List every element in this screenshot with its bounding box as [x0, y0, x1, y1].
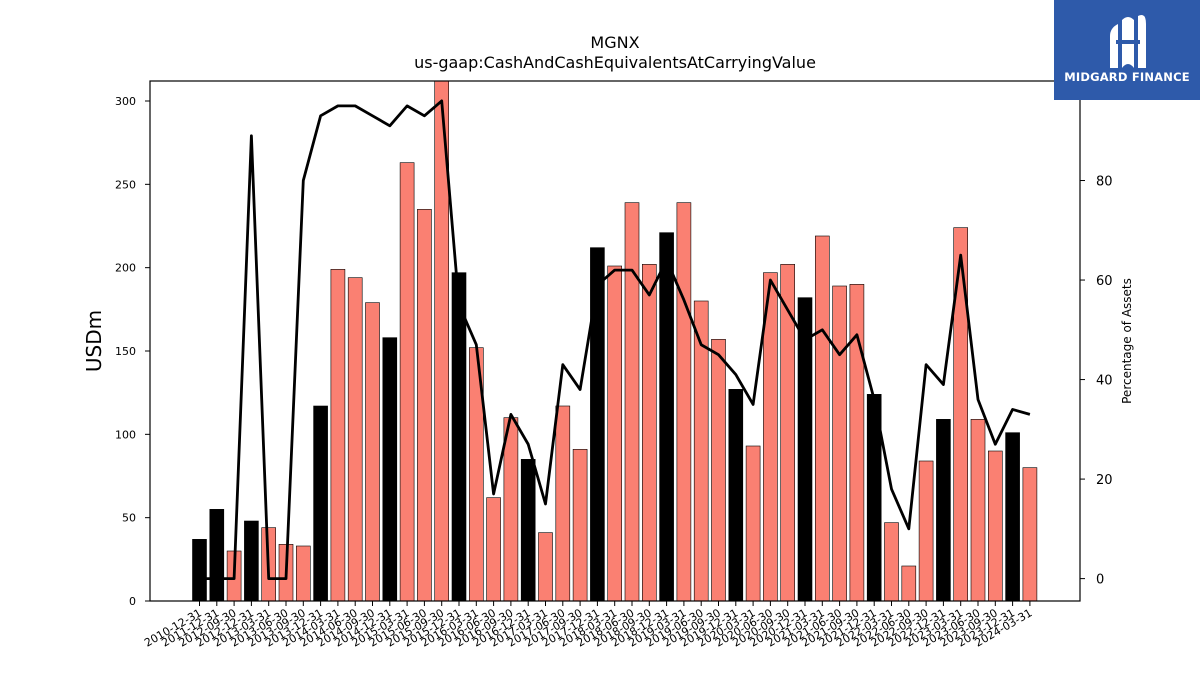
y-tick-label: 300 [115, 95, 136, 108]
right-tick-label: 0 [1096, 573, 1104, 588]
bar-2020-03-31 [745, 445, 761, 602]
bar-2015-12-31 [451, 272, 467, 602]
y-tick-label: 250 [115, 178, 136, 191]
y-tick-label: 50 [122, 512, 136, 525]
bar-2018-09-30 [641, 264, 657, 602]
bar-2012-12-31 [244, 520, 259, 602]
bar-2013-12-31 [313, 405, 328, 602]
y-tick-label: 100 [115, 428, 136, 441]
bar-2021-09-30 [849, 284, 865, 602]
y-tick-label: 200 [115, 262, 136, 275]
bar-2014-12-31 [382, 337, 398, 602]
y-tick-label: 0 [129, 595, 136, 608]
bar-2023-09-30 [987, 450, 1003, 602]
right-axis-label: Percentage of Assets [1120, 278, 1134, 404]
bar-2014-09-30 [365, 302, 380, 602]
bar-2019-12-31 [728, 389, 744, 602]
x-axis-ticks: 2010-12-312011-12-312012-09-302012-12-31… [142, 601, 1034, 650]
chart-subtitle: us-gaap:CashAndCashEquivalentsAtCarrying… [414, 53, 816, 72]
bar-2010-12-31 [192, 539, 207, 602]
bar-2014-06-30 [347, 277, 363, 602]
bar-2022-03-31 [884, 522, 899, 602]
bar-2016-09-30 [503, 417, 519, 602]
bar-2014-03-31 [330, 269, 346, 602]
bar-2022-12-31 [936, 419, 951, 602]
right-axis-ticks: 0 20 40 60 80 [1080, 175, 1113, 588]
bar-2019-03-31 [676, 202, 692, 602]
bar-2016-06-30 [486, 497, 501, 602]
bar-2017-09-30 [572, 449, 588, 602]
bar-2017-03-31 [538, 532, 553, 602]
bar-2017-06-30 [555, 405, 571, 602]
right-tick-label: 60 [1096, 274, 1113, 289]
bar-2011-12-31 [209, 509, 225, 602]
bar-2015-03-31 [399, 162, 415, 602]
bar-2017-12-31 [590, 247, 605, 602]
bar-2023-06-30 [970, 419, 986, 602]
bar-2018-03-31 [607, 265, 623, 602]
chart-title: MGNX [590, 33, 639, 52]
bar-2024-03-31 [1022, 467, 1038, 602]
bar-2018-12-31 [659, 232, 674, 602]
percentage-line-series [199, 99, 1031, 581]
bar-2016-12-31 [520, 459, 536, 602]
bar-2022-06-30 [901, 565, 917, 602]
bar-2013-09-30 [295, 545, 311, 602]
bar-2021-06-30 [832, 285, 847, 602]
midgard-finance-logo: MIDGARD FINANCE [1054, 0, 1200, 100]
percentage-line [199, 99, 1031, 581]
y-tick-label: 150 [115, 345, 136, 358]
bar-2020-12-31 [797, 297, 813, 602]
left-axis-ticks: 0 50 100 150 200 250 300 [115, 95, 150, 608]
bar-2023-12-31 [1005, 432, 1020, 602]
logo-text: MIDGARD FINANCE [1064, 70, 1190, 84]
bar-2020-09-30 [780, 264, 796, 602]
bar-2015-06-30 [417, 209, 432, 602]
right-tick-label: 20 [1096, 473, 1113, 488]
right-tick-label: 80 [1096, 175, 1113, 190]
logo-mark-icon [1110, 15, 1146, 68]
bar-2019-09-30 [711, 339, 726, 602]
right-tick-label: 40 [1096, 374, 1113, 389]
bar-2021-03-31 [814, 235, 830, 602]
bar-2022-09-30 [918, 460, 934, 602]
bar-2018-06-30 [624, 202, 640, 602]
y-axis-label: USDm [82, 310, 106, 372]
